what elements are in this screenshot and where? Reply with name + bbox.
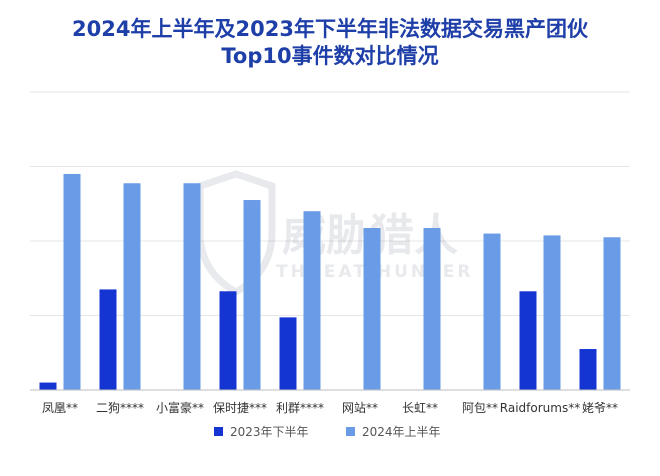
legend-swatch [214, 427, 223, 436]
chart-subtitle: Top10事件数对比情况 [221, 44, 439, 68]
bar-h1-2024 [183, 183, 201, 390]
x-tick-label: 二狗**** [96, 401, 144, 415]
chart-title-block: 2024年上半年及2023年下半年非法数据交易黑产团伙 Top10事件数对比情况 [0, 16, 660, 70]
bar-h1-2024 [423, 227, 441, 390]
bar-h1-2024 [363, 227, 381, 390]
bars [39, 173, 621, 390]
watermark-shield-icon [196, 170, 276, 297]
bar-h2-2023 [219, 291, 237, 390]
bar-h1-2024 [123, 183, 141, 390]
x-tick-labels: 凤凰** 二狗**** 小富豪** 保时捷*** 利群**** 网站** 长虹** 阿包** R… [42, 400, 618, 415]
bar-h1-2024 [603, 237, 621, 390]
bar-h2-2023 [279, 317, 297, 390]
x-tick-label: 阿包** [462, 401, 498, 415]
bar-h2-2023 [39, 382, 57, 390]
x-tick-label: 凤凰** [42, 401, 78, 415]
bar-h2-2023 [579, 349, 597, 390]
bar-h2-2023 [519, 291, 537, 390]
x-tick-label: Raidforums** [500, 401, 580, 415]
x-tick-label: 小富豪** [156, 400, 204, 415]
bar-h1-2024 [243, 200, 261, 390]
legend-swatch [346, 427, 355, 436]
x-tick-label: 长虹** [402, 401, 438, 415]
x-tick-label: 网站** [342, 401, 378, 415]
bar-h1-2024 [483, 233, 501, 390]
chart-title: 2024年上半年及2023年下半年非法数据交易黑产团伙 [72, 17, 588, 41]
bar-h2-2023 [99, 289, 117, 390]
bar-h1-2024 [303, 211, 321, 390]
legend-label: 2023年下半年 [230, 425, 309, 439]
x-tick-label: 保时捷*** [213, 401, 267, 415]
legend-label: 2024年上半年 [362, 425, 441, 439]
bar-h1-2024 [543, 235, 561, 390]
legend: 2023年下半年 2024年上半年 [214, 425, 441, 439]
x-tick-label: 利群**** [276, 401, 324, 415]
bar-h1-2024 [63, 173, 81, 390]
x-tick-label: 姥爷** [582, 400, 618, 415]
